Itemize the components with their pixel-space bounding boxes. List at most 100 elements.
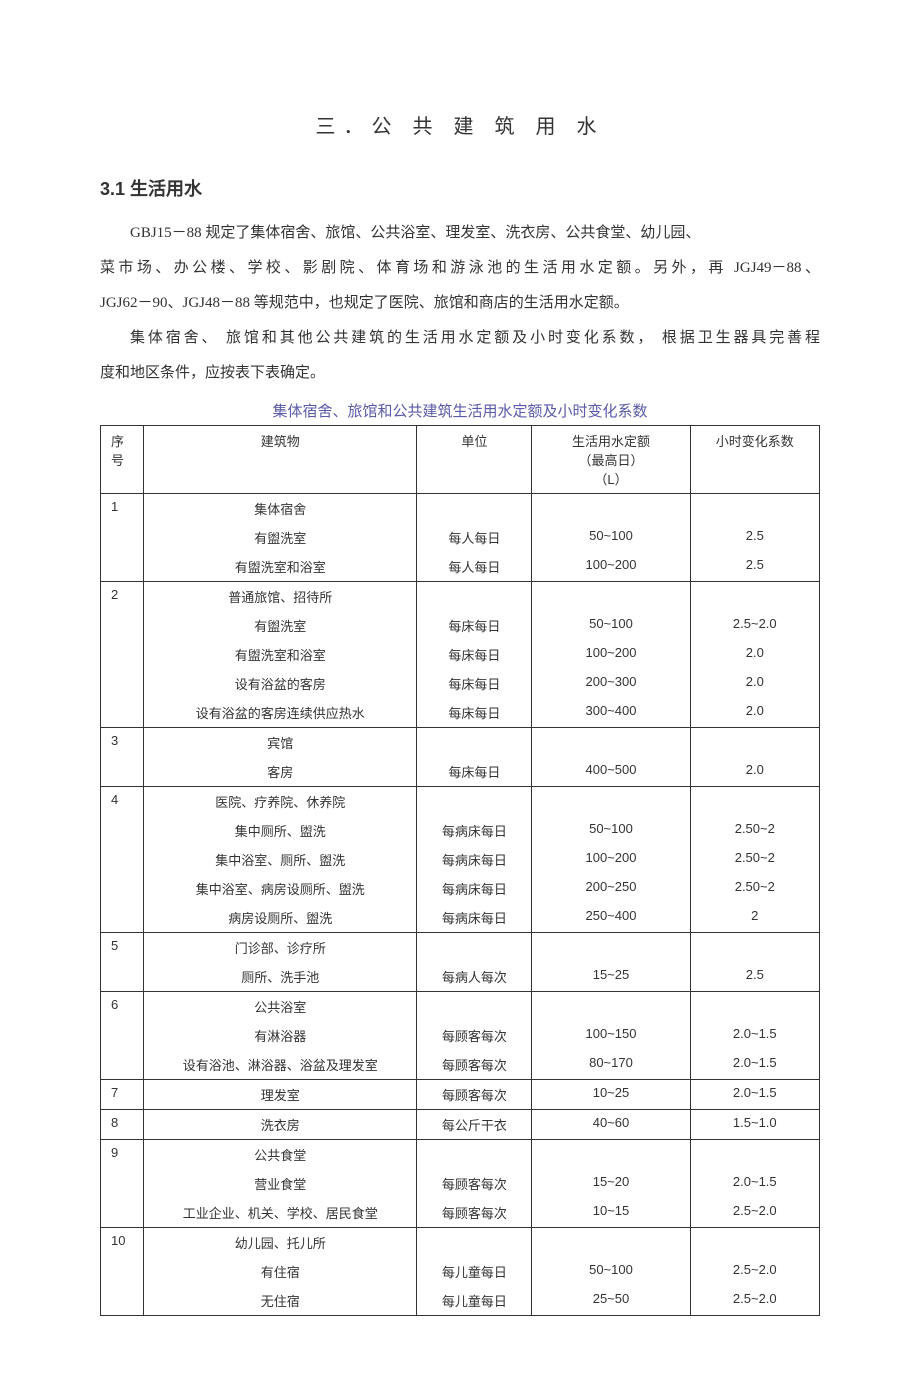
seq-cell: [101, 552, 144, 582]
unit-cell: 每人每日: [417, 523, 532, 552]
building-cell: 无住宿: [144, 1286, 417, 1316]
quota-cell: 15~20: [532, 1169, 690, 1198]
unit-cell: [417, 992, 532, 1022]
table-group-title-row: 3宾馆: [101, 728, 820, 758]
unit-cell: 每床每日: [417, 757, 532, 787]
quota-cell: 100~200: [532, 845, 690, 874]
seq-cell: [101, 1198, 144, 1228]
seq-cell: [101, 1286, 144, 1316]
coef-cell: [690, 582, 819, 612]
coef-cell: 2.5~2.0: [690, 1286, 819, 1316]
header-seq: 序 号: [101, 426, 144, 494]
unit-cell: [417, 933, 532, 963]
quota-cell: 100~200: [532, 640, 690, 669]
header-quota: 生活用水定额 （最高日） （L）: [532, 426, 690, 494]
quota-cell: [532, 1140, 690, 1170]
building-cell: 工业企业、机关、学校、居民食堂: [144, 1198, 417, 1228]
seq-cell: [101, 874, 144, 903]
unit-cell: 每公斤干衣: [417, 1110, 532, 1140]
seq-cell: [101, 523, 144, 552]
building-cell: 设有浴盆的客房连续供应热水: [144, 698, 417, 728]
p1b-left: 菜市场、办公楼、学校、影剧院、体育场和游泳池的生活用水定额。另外，再: [100, 260, 727, 276]
building-title-cell: 宾馆: [144, 728, 417, 758]
table-row: 设有浴盆的客房每床每日200~3002.0: [101, 669, 820, 698]
coef-cell: [690, 1140, 819, 1170]
quota-cell: [532, 992, 690, 1022]
table-row: 有盥洗室每人每日50~1002.5: [101, 523, 820, 552]
header-quota-1: 生活用水定额: [538, 431, 683, 450]
table-group-title-row: 6公共浴室: [101, 992, 820, 1022]
quota-cell: 100~200: [532, 552, 690, 582]
coef-cell: 2.50~2: [690, 816, 819, 845]
table-group-title-row: 4医院、疗养院、休养院: [101, 787, 820, 817]
quota-cell: 300~400: [532, 698, 690, 728]
seq-cell: 7: [101, 1080, 144, 1110]
table-caption: 集体宿舍、旅馆和公共建筑生活用水定额及小时变化系数: [100, 400, 820, 421]
building-title-cell: 医院、疗养院、休养院: [144, 787, 417, 817]
unit-cell: [417, 1140, 532, 1170]
quota-cell: [532, 494, 690, 524]
coef-cell: [690, 1228, 819, 1258]
building-cell: 有盥洗室和浴室: [144, 552, 417, 582]
coef-cell: 2.5~2.0: [690, 611, 819, 640]
building-cell: 厕所、洗手池: [144, 962, 417, 992]
header-unit: 单位: [417, 426, 532, 494]
quota-cell: 50~100: [532, 611, 690, 640]
seq-cell: 5: [101, 933, 144, 963]
paragraph-1-line-1: GBJ15－88 规定了集体宿舍、旅馆、公共浴室、理发室、洗衣房、公共食堂、幼儿…: [100, 217, 820, 250]
building-title-cell: 洗衣房: [144, 1110, 417, 1140]
seq-cell: [101, 962, 144, 992]
coef-cell: 2.0~1.5: [690, 1080, 819, 1110]
table-row: 集中浴室、病房设厕所、盥洗每病床每日200~2502.50~2: [101, 874, 820, 903]
quota-cell: 50~100: [532, 816, 690, 845]
coef-cell: 2.0: [690, 669, 819, 698]
building-title-cell: 集体宿舍: [144, 494, 417, 524]
seq-cell: 4: [101, 787, 144, 817]
quota-cell: 250~400: [532, 903, 690, 933]
chapter-title: 三．公 共 建 筑 用 水: [100, 110, 820, 139]
quota-cell: 80~170: [532, 1050, 690, 1080]
unit-cell: 每病床每日: [417, 903, 532, 933]
quota-cell: 200~250: [532, 874, 690, 903]
seq-cell: 6: [101, 992, 144, 1022]
quota-cell: [532, 933, 690, 963]
seq-cell: [101, 1050, 144, 1080]
table-row: 有盥洗室每床每日50~1002.5~2.0: [101, 611, 820, 640]
table-row: 集中厕所、盥洗每病床每日50~1002.50~2: [101, 816, 820, 845]
quota-cell: [532, 787, 690, 817]
building-cell: 集中浴室、病房设厕所、盥洗: [144, 874, 417, 903]
header-seq-2: 号: [111, 450, 137, 469]
seq-cell: [101, 611, 144, 640]
quota-cell: 50~100: [532, 523, 690, 552]
p2-left: 集体宿舍、 旅馆和其他公共建筑的生活用水定额及小时变化系数，: [130, 330, 655, 346]
header-building: 建筑物: [144, 426, 417, 494]
seq-cell: 8: [101, 1110, 144, 1140]
unit-cell: [417, 494, 532, 524]
building-cell: 有盥洗室: [144, 523, 417, 552]
unit-cell: 每病人每次: [417, 962, 532, 992]
unit-cell: [417, 1228, 532, 1258]
coef-cell: [690, 992, 819, 1022]
seq-cell: [101, 1169, 144, 1198]
table-row: 有盥洗室和浴室每床每日100~2002.0: [101, 640, 820, 669]
table-group-title-row: 8洗衣房每公斤干衣40~601.5~1.0: [101, 1110, 820, 1140]
p1b-right: JGJ49－88、: [734, 260, 820, 276]
building-cell: 病房设厕所、盥洗: [144, 903, 417, 933]
quota-cell: 50~100: [532, 1257, 690, 1286]
paragraph-1-line-2: 菜市场、办公楼、学校、影剧院、体育场和游泳池的生活用水定额。另外，再 JGJ49…: [100, 252, 820, 285]
water-quota-table: 序 号 建筑物 单位 生活用水定额 （最高日） （L） 小时变化系数 1集体宿舍…: [100, 425, 820, 1316]
coef-cell: 2.50~2: [690, 874, 819, 903]
quota-cell: 200~300: [532, 669, 690, 698]
table-row: 设有浴盆的客房连续供应热水每床每日300~4002.0: [101, 698, 820, 728]
coef-cell: 2.0~1.5: [690, 1050, 819, 1080]
quota-cell: 15~25: [532, 962, 690, 992]
seq-cell: [101, 816, 144, 845]
unit-cell: [417, 787, 532, 817]
unit-cell: 每儿童每日: [417, 1257, 532, 1286]
unit-cell: 每顾客每次: [417, 1050, 532, 1080]
table-row: 集中浴室、厕所、盥洗每病床每日100~2002.50~2: [101, 845, 820, 874]
header-coef: 小时变化系数: [690, 426, 819, 494]
seq-cell: 3: [101, 728, 144, 758]
table-group-title-row: 1集体宿舍: [101, 494, 820, 524]
quota-cell: 100~150: [532, 1021, 690, 1050]
